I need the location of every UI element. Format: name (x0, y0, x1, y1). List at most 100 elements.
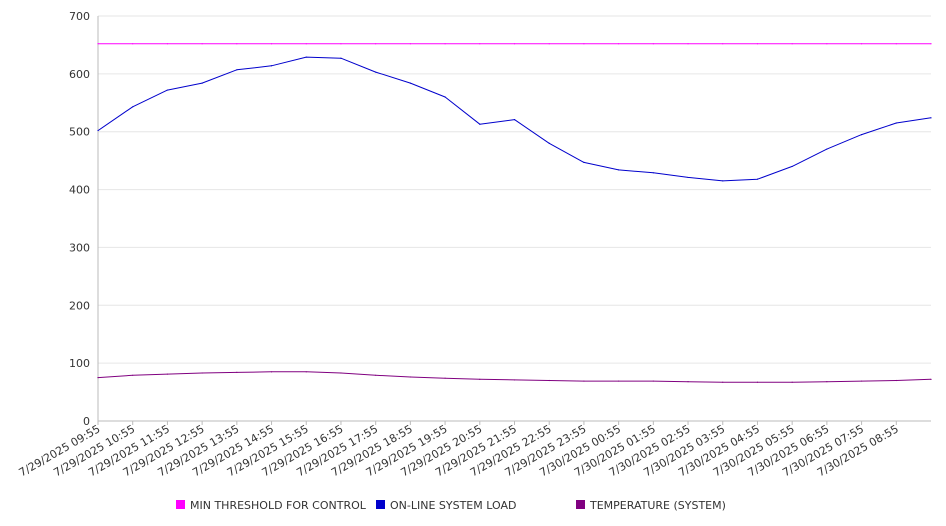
data-point (826, 43, 828, 45)
data-point (756, 178, 759, 180)
data-point (860, 43, 863, 45)
data-point (513, 43, 516, 45)
legend-swatch (376, 500, 385, 509)
data-point (652, 172, 654, 174)
series-layer (97, 43, 932, 383)
series-0 (97, 43, 932, 45)
y-tick-label: 300 (69, 241, 90, 254)
data-point (618, 169, 620, 171)
data-point (375, 374, 377, 376)
data-point (618, 43, 620, 45)
y-tick-label: 700 (69, 10, 90, 23)
data-point (132, 43, 134, 45)
legend-swatch (576, 500, 585, 509)
data-point (340, 57, 342, 59)
data-point (132, 374, 134, 376)
y-tick-label: 500 (69, 126, 90, 139)
data-point (479, 378, 481, 380)
data-point (132, 106, 134, 108)
data-point (826, 148, 828, 150)
axes (97, 16, 931, 425)
data-point (270, 371, 273, 373)
data-point (97, 43, 99, 45)
data-point (548, 43, 550, 45)
data-point (895, 43, 897, 45)
data-point (409, 82, 411, 84)
data-point (722, 180, 724, 182)
data-point (583, 43, 585, 45)
data-point (756, 381, 759, 383)
x-tick-labels: 7/29/2025 09:557/29/2025 10:557/29/2025 … (17, 422, 901, 479)
data-point (375, 71, 377, 73)
legend-swatch (176, 500, 185, 509)
y-tick-label: 0 (83, 415, 90, 428)
data-point (513, 118, 516, 121)
y-tick-labels: 0 100 200 300 400 500 600 700 (69, 10, 90, 428)
data-point (826, 381, 828, 383)
data-point (895, 379, 897, 382)
data-point (930, 117, 932, 119)
data-point (201, 82, 203, 84)
data-point (513, 379, 516, 381)
data-point (930, 43, 932, 45)
data-point (305, 56, 307, 58)
data-point (722, 381, 724, 383)
data-point (236, 69, 238, 71)
data-point (583, 161, 585, 163)
legend-label: MIN THRESHOLD FOR CONTROL (190, 499, 367, 512)
data-point (201, 372, 203, 374)
data-point (375, 43, 377, 45)
data-point (652, 380, 654, 382)
series-line (97, 371, 932, 383)
data-point (583, 380, 585, 382)
data-point (444, 96, 446, 98)
data-point (444, 377, 446, 379)
data-point (236, 371, 238, 373)
data-point (97, 377, 99, 379)
data-point (791, 381, 793, 383)
y-tick-label: 400 (69, 184, 90, 197)
data-point (930, 378, 932, 380)
data-point (860, 134, 863, 136)
data-point (618, 380, 620, 382)
data-point (270, 43, 273, 45)
y-tick-label: 100 (69, 357, 90, 370)
data-point (201, 43, 203, 45)
data-point (409, 43, 411, 45)
data-point (548, 379, 550, 382)
data-point (166, 373, 169, 375)
gridlines (98, 15, 931, 364)
data-point (652, 43, 654, 45)
data-point (409, 376, 411, 378)
data-point (860, 380, 863, 382)
data-point (305, 43, 307, 45)
data-point (340, 43, 342, 45)
legend-label: TEMPERATURE (SYSTEM) (589, 499, 726, 512)
data-point (166, 89, 169, 91)
data-point (791, 43, 793, 45)
data-point (444, 43, 446, 45)
data-point (687, 381, 689, 383)
data-point (270, 65, 273, 67)
data-point (791, 165, 793, 168)
data-point (722, 43, 724, 45)
data-point (687, 176, 689, 179)
series-1 (97, 56, 932, 182)
series-2 (97, 371, 932, 383)
data-point (687, 43, 689, 45)
data-point (340, 372, 342, 374)
legend-label: ON-LINE SYSTEM LOAD (390, 499, 516, 512)
y-tick-label: 200 (69, 299, 90, 312)
data-point (479, 43, 481, 45)
y-tick-label: 600 (69, 68, 90, 81)
data-point (479, 123, 481, 125)
data-point (305, 371, 307, 373)
data-point (548, 142, 550, 144)
data-point (166, 43, 169, 45)
data-point (756, 43, 759, 45)
data-point (236, 43, 238, 45)
data-point (895, 122, 897, 124)
legend: MIN THRESHOLD FOR CONTROL ON-LINE SYSTEM … (176, 499, 726, 512)
